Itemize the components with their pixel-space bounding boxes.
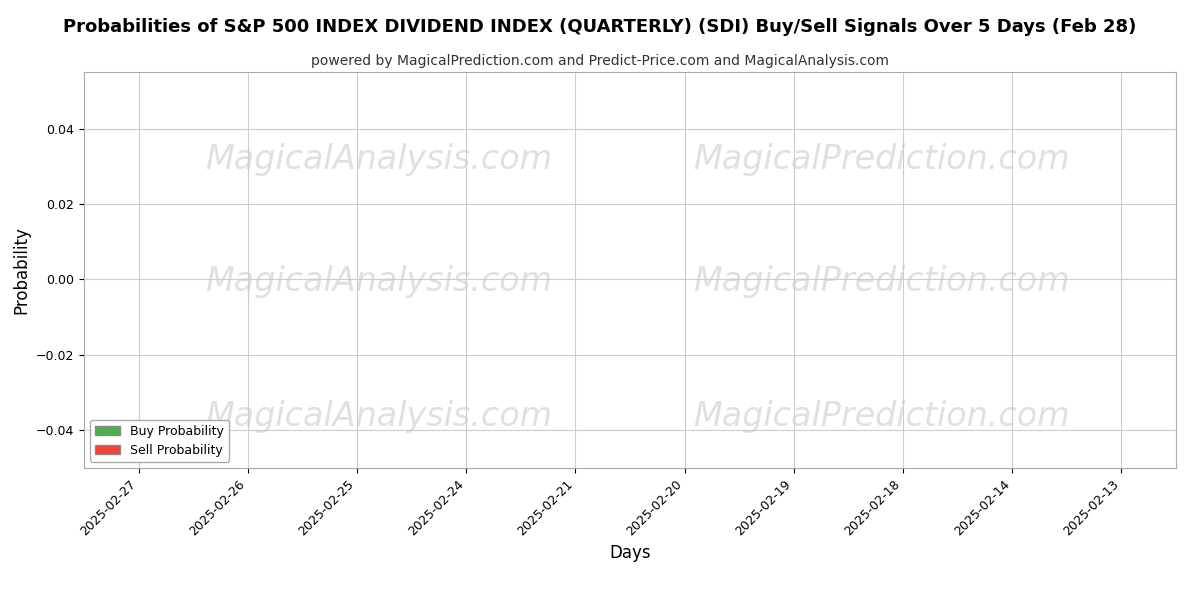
Text: Probabilities of S&P 500 INDEX DIVIDEND INDEX (QUARTERLY) (SDI) Buy/Sell Signals: Probabilities of S&P 500 INDEX DIVIDEND …: [64, 18, 1136, 36]
Text: MagicalAnalysis.com: MagicalAnalysis.com: [205, 400, 552, 433]
Text: MagicalPrediction.com: MagicalPrediction.com: [692, 143, 1069, 176]
Text: MagicalAnalysis.com: MagicalAnalysis.com: [205, 265, 552, 298]
Legend: Buy Probability, Sell Probability: Buy Probability, Sell Probability: [90, 419, 229, 462]
Text: MagicalPrediction.com: MagicalPrediction.com: [692, 400, 1069, 433]
X-axis label: Days: Days: [610, 544, 650, 562]
Text: MagicalPrediction.com: MagicalPrediction.com: [692, 265, 1069, 298]
Text: powered by MagicalPrediction.com and Predict-Price.com and MagicalAnalysis.com: powered by MagicalPrediction.com and Pre…: [311, 54, 889, 68]
Y-axis label: Probability: Probability: [12, 226, 30, 314]
Text: MagicalAnalysis.com: MagicalAnalysis.com: [205, 143, 552, 176]
